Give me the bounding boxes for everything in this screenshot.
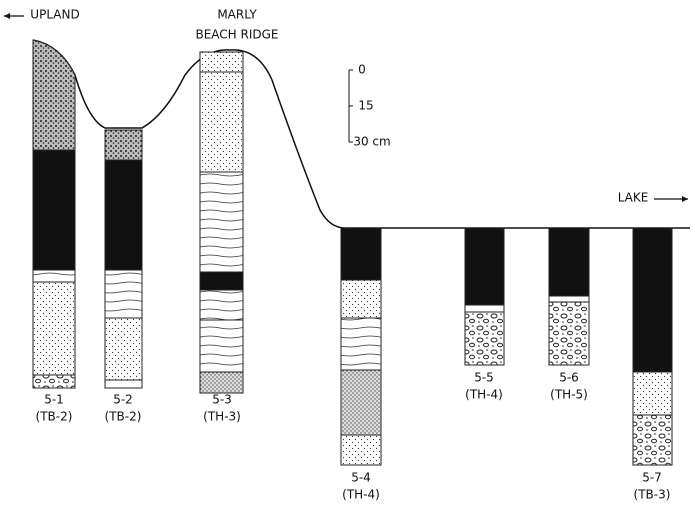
lake-label: LAKE — [618, 191, 649, 205]
column-id: 5-4 — [351, 471, 371, 485]
column — [633, 228, 672, 465]
column — [200, 52, 243, 393]
column-id: 5-3 — [212, 393, 232, 407]
ridge-label: MARLY — [217, 8, 257, 22]
diagram: UPLAND MARLY BEACH RIDGE LAKE 0 15 30 cm… — [0, 0, 695, 514]
column-id: 5-6 — [559, 371, 579, 385]
column — [549, 228, 589, 365]
column — [341, 228, 381, 465]
ridge-label: BEACH RIDGE — [195, 28, 278, 42]
column — [465, 228, 504, 365]
column — [105, 130, 142, 388]
scale-label: 15 — [358, 99, 373, 113]
column-id: 5-5 — [474, 371, 494, 385]
column-site: (TH-4) — [342, 488, 380, 502]
scale-label: 0 — [358, 63, 366, 77]
column-site: (TH-4) — [465, 388, 503, 402]
column-id: 5-7 — [642, 471, 662, 485]
column-site: (TB-3) — [634, 488, 671, 502]
column-site: (TH-3) — [203, 410, 241, 424]
scale-label: 30 cm — [353, 135, 390, 149]
column-site: (TB-2) — [105, 410, 142, 424]
column-site: (TB-2) — [36, 410, 73, 424]
scale-bar: 0 15 30 cm — [349, 63, 391, 149]
column-id: 5-2 — [113, 393, 133, 407]
column — [33, 40, 75, 388]
column-id: 5-1 — [44, 393, 64, 407]
column-site: (TH-5) — [550, 388, 588, 402]
upland-label: UPLAND — [30, 8, 79, 22]
